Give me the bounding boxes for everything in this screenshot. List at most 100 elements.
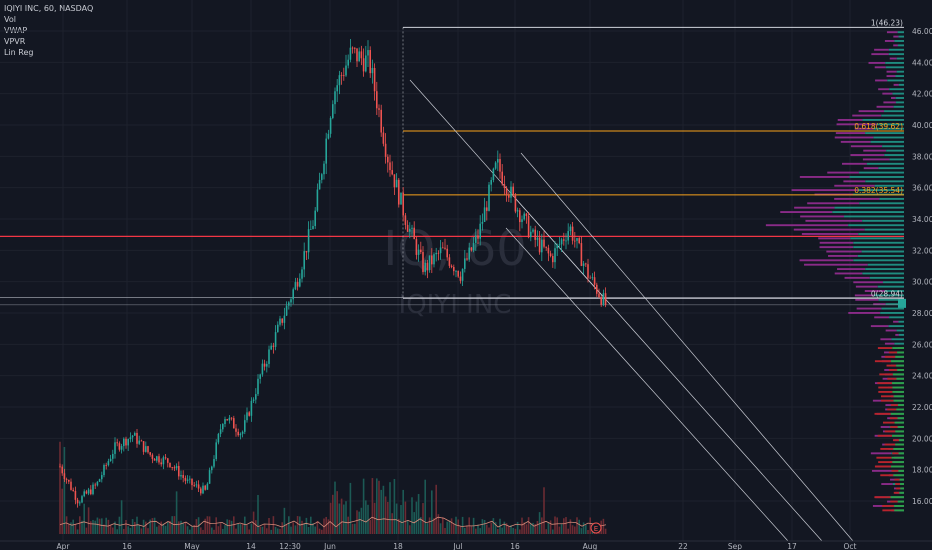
candle-body	[547, 247, 550, 254]
fib-retracement[interactable]: 1(46.23) 0.618(39.62) 0.382(35.54) 0(28.94)	[402, 18, 904, 299]
candle-body	[219, 429, 222, 434]
candle-body	[426, 262, 429, 271]
candle-body	[417, 249, 420, 255]
vpvr-bar-up	[888, 325, 904, 328]
volume-bar	[167, 522, 169, 534]
indicator-vpvr[interactable]: VPVR	[4, 37, 26, 46]
price-axis[interactable]: 16.00 18.00 20.00 22.00 24.00 26.00 28.00 30.00…	[906, 0, 932, 541]
volume-bar	[395, 503, 398, 534]
volume-bar	[109, 525, 112, 534]
time-tick-label: 16	[510, 542, 520, 550]
candle-body	[118, 443, 121, 450]
volume-bar	[296, 516, 299, 534]
candle-body	[512, 186, 514, 195]
candle-body	[103, 465, 105, 476]
volume-bar	[259, 526, 261, 534]
vpvr-bar-down	[888, 369, 898, 371]
vpvr-bar-down	[794, 206, 835, 209]
vpvr-bar-up	[893, 399, 904, 402]
price-tick-label: 42.00	[912, 90, 932, 99]
volume-bar	[274, 526, 277, 534]
volume-bar	[461, 516, 464, 534]
vpvr-bar-up	[895, 101, 904, 104]
volume-bar	[490, 522, 492, 534]
vpvr-bar-down	[837, 268, 866, 271]
vpvr-bar-down	[884, 443, 896, 446]
vpvr-bar-down	[884, 342, 895, 345]
vpvr-bar-down	[895, 487, 901, 490]
trend-channel[interactable]	[409, 79, 854, 542]
vpvr-bar-up	[853, 246, 904, 249]
volume-bar	[261, 526, 264, 534]
candle-body	[402, 192, 404, 216]
vpvr-bar-up	[897, 417, 904, 420]
candle-body	[279, 318, 281, 325]
volume-bar	[576, 517, 578, 534]
candle-body	[195, 484, 198, 486]
candle-body	[596, 284, 598, 294]
vpvr-bar-up	[897, 369, 904, 371]
indicator-lin-reg[interactable]: Lin Reg	[4, 48, 34, 57]
price-tick-label: 32.00	[912, 246, 932, 255]
vpvr-bar-up	[888, 53, 904, 56]
volume-bar	[87, 507, 90, 534]
vpvr-bar-up	[896, 408, 904, 411]
earnings-marker[interactable]: E	[590, 522, 602, 534]
volume-bar	[481, 519, 484, 534]
vpvr-bar-up	[858, 233, 904, 235]
candle-body	[160, 462, 162, 465]
earnings-icon[interactable]	[590, 522, 602, 534]
candle-body	[483, 207, 486, 222]
candle-body	[105, 465, 107, 466]
volume-bar	[239, 524, 242, 534]
vpvr-bar-up	[893, 105, 904, 108]
symbol-title[interactable]: IQIYI INC, 60, NASDAQ	[4, 4, 94, 13]
volume-bar	[312, 523, 314, 534]
candle-body	[136, 432, 138, 444]
vpvr-bar-down	[892, 452, 899, 455]
candles	[59, 39, 607, 508]
candle-body	[72, 489, 74, 491]
volume-bar	[180, 520, 182, 534]
volume-bar	[505, 523, 508, 534]
volume-bar	[318, 528, 321, 534]
candle-body	[565, 240, 567, 242]
volume-bar	[336, 491, 338, 534]
volume-bar	[534, 524, 536, 534]
time-axis[interactable]: Apr 16 May 14 12:30 Jun 18 Jul 16 Aug 22 Sep 17 Oct	[0, 540, 932, 550]
vpvr-bar-up	[894, 40, 904, 42]
candle-body	[406, 224, 409, 232]
volume-bar	[142, 519, 145, 534]
volume-bar	[587, 529, 589, 534]
volume-bar	[94, 520, 96, 534]
vpvr-bar-up	[899, 491, 904, 494]
candle-body	[382, 132, 385, 144]
vpvr-bar-up	[897, 426, 904, 428]
indicator-vol[interactable]: Vol	[4, 15, 16, 24]
candle-body	[486, 207, 488, 211]
candle-body	[233, 418, 235, 429]
volume-bar	[211, 527, 213, 534]
vpvr-bar-down	[765, 224, 849, 227]
vpvr-bar-down	[880, 395, 894, 398]
vpvr-bar-down	[872, 399, 886, 402]
volume-bar	[248, 529, 250, 534]
candle-body	[312, 225, 314, 230]
vpvr-bar-down	[874, 360, 891, 363]
vpvr-bar-down	[800, 215, 844, 218]
vpvr-bar-down	[878, 461, 893, 464]
volume-bar	[439, 523, 442, 534]
candle-body	[404, 215, 407, 225]
candle-body	[442, 247, 444, 249]
volume-bar	[162, 523, 165, 534]
volume-bar	[340, 498, 343, 534]
volume-bar	[409, 525, 411, 534]
volume-bar	[149, 519, 151, 534]
volume-bar	[428, 517, 431, 534]
volume-bar	[574, 526, 576, 534]
volume-bar	[475, 528, 477, 534]
volume-bar	[68, 523, 70, 534]
volume-bar	[208, 516, 211, 534]
volume-bar	[233, 516, 235, 534]
